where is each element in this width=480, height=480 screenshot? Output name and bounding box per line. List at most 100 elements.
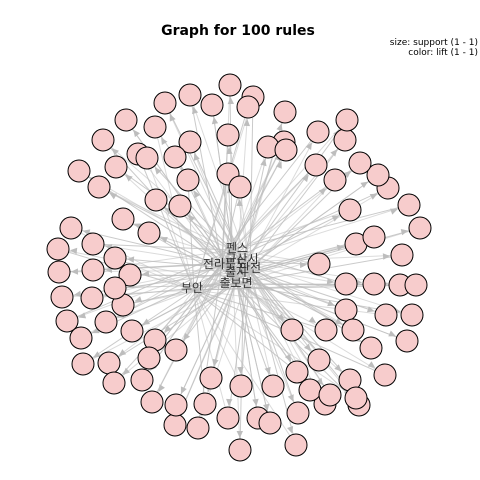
rule-node[interactable] bbox=[216, 123, 240, 147]
rule-node[interactable] bbox=[314, 318, 338, 342]
rule-node[interactable] bbox=[344, 386, 368, 410]
rule-node[interactable] bbox=[140, 390, 164, 414]
rule-node[interactable] bbox=[333, 128, 357, 152]
rule-node[interactable] bbox=[395, 329, 419, 353]
rule-node[interactable] bbox=[338, 198, 362, 222]
rule-node[interactable] bbox=[193, 392, 217, 416]
rule-node[interactable] bbox=[218, 73, 242, 97]
rule-edge bbox=[189, 94, 223, 265]
rule-node[interactable] bbox=[178, 83, 202, 107]
edge-arrowhead bbox=[264, 366, 271, 375]
rule-node[interactable] bbox=[362, 225, 386, 249]
rule-node[interactable] bbox=[81, 258, 105, 282]
rule-node[interactable] bbox=[97, 351, 121, 375]
edge-arrowhead bbox=[276, 123, 283, 132]
rule-node[interactable] bbox=[261, 374, 285, 398]
rule-node[interactable] bbox=[137, 221, 161, 245]
rule-node[interactable] bbox=[334, 298, 358, 322]
edge-arrowhead bbox=[227, 96, 235, 105]
rule-node[interactable] bbox=[164, 393, 188, 417]
rule-node[interactable] bbox=[334, 272, 358, 296]
edge-arrowhead bbox=[299, 261, 308, 269]
rule-node[interactable] bbox=[178, 130, 202, 154]
rule-node[interactable] bbox=[103, 276, 127, 300]
rule-node[interactable] bbox=[59, 216, 83, 240]
rule-node[interactable] bbox=[280, 318, 304, 342]
edge-arrowhead bbox=[111, 148, 119, 156]
rule-node[interactable] bbox=[307, 348, 331, 372]
rule-node[interactable] bbox=[47, 260, 71, 284]
rule-node[interactable] bbox=[103, 246, 127, 270]
rule-node[interactable] bbox=[163, 413, 187, 437]
rule-node[interactable] bbox=[335, 108, 359, 132]
rule-node[interactable] bbox=[104, 155, 128, 179]
rule-node[interactable] bbox=[144, 188, 168, 212]
rule-node[interactable] bbox=[366, 163, 390, 187]
rule-node[interactable] bbox=[118, 263, 142, 287]
rule-node[interactable] bbox=[91, 128, 115, 152]
rule-node[interactable] bbox=[374, 303, 398, 327]
rule-edge bbox=[193, 236, 375, 291]
rule-node[interactable] bbox=[67, 159, 91, 183]
rule-node[interactable] bbox=[273, 100, 297, 124]
edge-layer bbox=[57, 84, 421, 451]
edge-arrowhead bbox=[326, 278, 335, 285]
rule-node[interactable] bbox=[228, 175, 252, 199]
rule-node[interactable] bbox=[80, 286, 104, 310]
rule-edge bbox=[175, 275, 237, 406]
rule-node[interactable] bbox=[228, 438, 252, 462]
rule-node[interactable] bbox=[50, 285, 74, 309]
rule-node[interactable] bbox=[298, 378, 322, 402]
rule-node[interactable] bbox=[130, 368, 154, 392]
rule-node[interactable] bbox=[46, 237, 70, 261]
rule-node[interactable] bbox=[408, 216, 432, 240]
rule-node[interactable] bbox=[362, 272, 386, 296]
rule-node[interactable] bbox=[306, 120, 330, 144]
rule-node[interactable] bbox=[102, 371, 126, 395]
rule-node[interactable] bbox=[111, 207, 135, 231]
rule-node[interactable] bbox=[404, 273, 428, 297]
rule-node[interactable] bbox=[400, 303, 424, 327]
rule-node[interactable] bbox=[304, 153, 328, 177]
rule-node[interactable] bbox=[307, 252, 331, 276]
rule-node[interactable] bbox=[274, 138, 298, 162]
rule-edge bbox=[193, 289, 357, 399]
rule-node[interactable] bbox=[168, 194, 192, 218]
rule-node[interactable] bbox=[69, 326, 93, 350]
rule-node[interactable] bbox=[94, 310, 118, 334]
rule-node[interactable] bbox=[120, 319, 144, 343]
rule-node[interactable] bbox=[397, 193, 421, 217]
rule-node[interactable] bbox=[143, 115, 167, 139]
rule-node[interactable] bbox=[55, 309, 79, 333]
rule-node[interactable] bbox=[286, 401, 310, 425]
rule-edge bbox=[108, 261, 245, 364]
rule-node[interactable] bbox=[359, 336, 383, 360]
edge-arrowhead bbox=[226, 398, 233, 407]
rule-node[interactable] bbox=[348, 151, 372, 175]
rule-node[interactable] bbox=[176, 168, 200, 192]
rule-node[interactable] bbox=[71, 352, 95, 376]
rule-node[interactable] bbox=[137, 346, 161, 370]
rule-node[interactable] bbox=[284, 433, 308, 457]
rule-edge bbox=[221, 179, 336, 265]
rule-node[interactable] bbox=[153, 91, 177, 115]
rule-node[interactable] bbox=[81, 232, 105, 256]
rule-node[interactable] bbox=[114, 108, 138, 132]
rule-node[interactable] bbox=[135, 146, 159, 170]
rule-node[interactable] bbox=[341, 318, 365, 342]
rule-node[interactable] bbox=[373, 363, 397, 387]
rule-node[interactable] bbox=[199, 366, 223, 390]
rule-node[interactable] bbox=[390, 243, 414, 267]
rule-node[interactable] bbox=[164, 338, 188, 362]
rule-node[interactable] bbox=[87, 175, 111, 199]
rule-node[interactable] bbox=[285, 360, 309, 384]
rule-node[interactable] bbox=[163, 145, 187, 169]
rule-node[interactable] bbox=[318, 383, 342, 407]
rule-node[interactable] bbox=[258, 411, 282, 435]
rule-node[interactable] bbox=[200, 93, 224, 117]
rule-node[interactable] bbox=[216, 406, 240, 430]
rule-node[interactable] bbox=[229, 374, 253, 398]
rule-node[interactable] bbox=[236, 95, 260, 119]
rule-node[interactable] bbox=[186, 416, 210, 440]
rule-node[interactable] bbox=[323, 168, 347, 192]
